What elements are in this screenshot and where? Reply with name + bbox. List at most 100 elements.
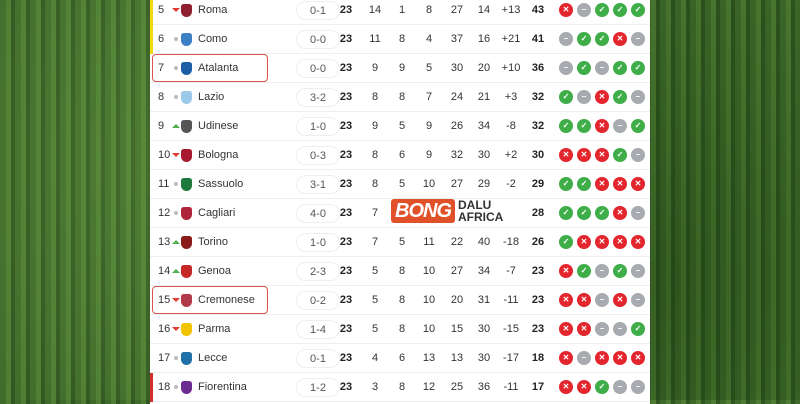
form-win-icon[interactable]: ✓	[577, 264, 591, 278]
form-loss-icon[interactable]: ✕	[613, 32, 627, 46]
form-draw-icon[interactable]: –	[631, 293, 645, 307]
form-loss-icon[interactable]: ✕	[577, 293, 591, 307]
form-loss-icon[interactable]: ✕	[577, 322, 591, 336]
table-row[interactable]: 6 Como 0-0 23 11 8 4 37 16 +21 41– ✓ ✓ ✕ –	[150, 25, 650, 54]
form-draw-icon[interactable]: –	[631, 90, 645, 104]
table-row[interactable]: 11 Sassuolo 3-1 23 8 5 10 27 29 -2 29 ✓ ✓ ✕ ✕ ✕	[150, 170, 650, 199]
form-loss-icon[interactable]: ✕	[631, 235, 645, 249]
form-draw-icon[interactable]: –	[631, 32, 645, 46]
team-name[interactable]: Bologna	[198, 149, 239, 161]
form-draw-icon[interactable]: –	[595, 322, 609, 336]
form-win-icon[interactable]: ✓	[595, 380, 609, 394]
form-win-icon[interactable]: ✓	[577, 177, 591, 191]
last-match-score[interactable]: 3-2	[296, 88, 340, 107]
form-draw-icon[interactable]: –	[559, 32, 573, 46]
last-match-score[interactable]: 1-0	[296, 233, 340, 252]
team-name[interactable]: Lazio	[198, 91, 225, 103]
form-draw-icon[interactable]: –	[595, 264, 609, 278]
last-match-score[interactable]: 0-1	[296, 1, 340, 20]
form-loss-icon[interactable]: ✕	[613, 351, 627, 365]
team-name[interactable]: Como	[198, 33, 228, 45]
form-win-icon[interactable]: ✓	[631, 3, 645, 17]
form-win-icon[interactable]: ✓	[613, 264, 627, 278]
form-draw-icon[interactable]: –	[631, 148, 645, 162]
form-draw-icon[interactable]: –	[577, 3, 591, 17]
form-loss-icon[interactable]: ✕	[559, 380, 573, 394]
team-name[interactable]: Genoa	[198, 265, 232, 277]
team-name[interactable]: Fiorentina	[198, 381, 247, 393]
form-win-icon[interactable]: ✓	[631, 322, 645, 336]
form-loss-icon[interactable]: ✕	[595, 119, 609, 133]
form-win-icon[interactable]: ✓	[559, 119, 573, 133]
form-win-icon[interactable]: ✓	[613, 61, 627, 75]
form-loss-icon[interactable]: ✕	[559, 293, 573, 307]
form-draw-icon[interactable]: –	[631, 206, 645, 220]
form-win-icon[interactable]: ✓	[613, 90, 627, 104]
form-loss-icon[interactable]: ✕	[595, 148, 609, 162]
team-name[interactable]: Cagliari	[198, 207, 236, 219]
team-name[interactable]: Roma	[198, 4, 228, 16]
team-name[interactable]: Sassuolo	[198, 178, 244, 190]
table-row[interactable]: 8 Lazio 3-2 23 8 8 7 24 21 +3 32 ✓ – ✕ ✓ –	[150, 83, 650, 112]
form-loss-icon[interactable]: ✕	[595, 177, 609, 191]
team-name[interactable]: Atalanta	[198, 62, 239, 74]
form-win-icon[interactable]: ✓	[613, 3, 627, 17]
team-name[interactable]: Udinese	[198, 120, 239, 132]
form-draw-icon[interactable]: –	[559, 61, 573, 75]
last-match-score[interactable]: 3-1	[296, 175, 340, 194]
form-win-icon[interactable]: ✓	[577, 32, 591, 46]
form-win-icon[interactable]: ✓	[577, 119, 591, 133]
team-name[interactable]: Parma	[198, 323, 231, 335]
form-draw-icon[interactable]: –	[631, 264, 645, 278]
form-win-icon[interactable]: ✓	[631, 119, 645, 133]
form-loss-icon[interactable]: ✕	[559, 3, 573, 17]
form-draw-icon[interactable]: –	[577, 90, 591, 104]
team-name[interactable]: Lecce	[198, 352, 228, 364]
last-match-score[interactable]: 4-0	[296, 204, 340, 223]
form-loss-icon[interactable]: ✕	[577, 235, 591, 249]
form-loss-icon[interactable]: ✕	[559, 351, 573, 365]
form-loss-icon[interactable]: ✕	[631, 351, 645, 365]
form-draw-icon[interactable]: –	[613, 119, 627, 133]
form-draw-icon[interactable]: –	[595, 61, 609, 75]
form-win-icon[interactable]: ✓	[559, 206, 573, 220]
last-match-score[interactable]: 2-3	[296, 262, 340, 281]
table-row[interactable]: 18 Fiorentina 1-2 23 3 8 12 25 36 -11 17 ✕ ✕ ✓ – –	[150, 373, 650, 402]
form-win-icon[interactable]: ✓	[595, 32, 609, 46]
form-win-icon[interactable]: ✓	[559, 235, 573, 249]
form-win-icon[interactable]: ✓	[613, 148, 627, 162]
last-match-score[interactable]: 0-0	[296, 59, 340, 78]
form-loss-icon[interactable]: ✕	[613, 235, 627, 249]
form-draw-icon[interactable]: –	[613, 380, 627, 394]
form-loss-icon[interactable]: ✕	[559, 264, 573, 278]
last-match-score[interactable]: 0-0	[296, 30, 340, 49]
table-row[interactable]: 9 Udinese 1-0 23 9 5 9 26 34 -8 32 ✓ ✓ ✕ – ✓	[150, 112, 650, 141]
table-row[interactable]: 13 Torino 1-0 23 7 5 11 22 40 -18 26 ✓ ✕ ✕ ✕ ✕	[150, 228, 650, 257]
form-loss-icon[interactable]: ✕	[613, 177, 627, 191]
table-row[interactable]: 16 Parma 1-4 23 5 8 10 15 30 -15 23 ✕ ✕ – – ✓	[150, 315, 650, 344]
form-win-icon[interactable]: ✓	[577, 61, 591, 75]
form-loss-icon[interactable]: ✕	[613, 293, 627, 307]
last-match-score[interactable]: 1-0	[296, 117, 340, 136]
team-name[interactable]: Cremonese	[198, 294, 255, 306]
form-draw-icon[interactable]: –	[613, 322, 627, 336]
table-row[interactable]: 14 Genoa 2-3 23 5 8 10 27 34 -7 23 ✕ ✓ – ✓ –	[150, 257, 650, 286]
form-draw-icon[interactable]: –	[595, 293, 609, 307]
form-win-icon[interactable]: ✓	[559, 177, 573, 191]
table-row[interactable]: 17 Lecce 0-1 23 4 6 13 13 30 -17 18 ✕ – ✕ ✕ ✕	[150, 344, 650, 373]
form-draw-icon[interactable]: –	[577, 351, 591, 365]
form-loss-icon[interactable]: ✕	[631, 177, 645, 191]
table-row[interactable]: 7 Atalanta 0-0 23 9 9 5 30 20 +10 36– ✓ – ✓ ✓	[150, 54, 650, 83]
form-win-icon[interactable]: ✓	[595, 3, 609, 17]
form-loss-icon[interactable]: ✕	[595, 90, 609, 104]
table-row[interactable]: 15 Cremonese 0-2 23 5 8 10 20 31 -11 23 ✕ ✕ – ✕ –	[150, 286, 650, 315]
form-win-icon[interactable]: ✓	[577, 206, 591, 220]
table-row[interactable]: 10 Bologna 0-3 23 8 6 9 32 30 +2 30 ✕ ✕ ✕ ✓ –	[150, 141, 650, 170]
last-match-score[interactable]: 0-1	[296, 349, 340, 368]
form-loss-icon[interactable]: ✕	[559, 322, 573, 336]
last-match-score[interactable]: 1-4	[296, 320, 340, 339]
last-match-score[interactable]: 1-2	[296, 378, 340, 397]
form-loss-icon[interactable]: ✕	[577, 380, 591, 394]
form-loss-icon[interactable]: ✕	[613, 206, 627, 220]
team-name[interactable]: Torino	[198, 236, 228, 248]
